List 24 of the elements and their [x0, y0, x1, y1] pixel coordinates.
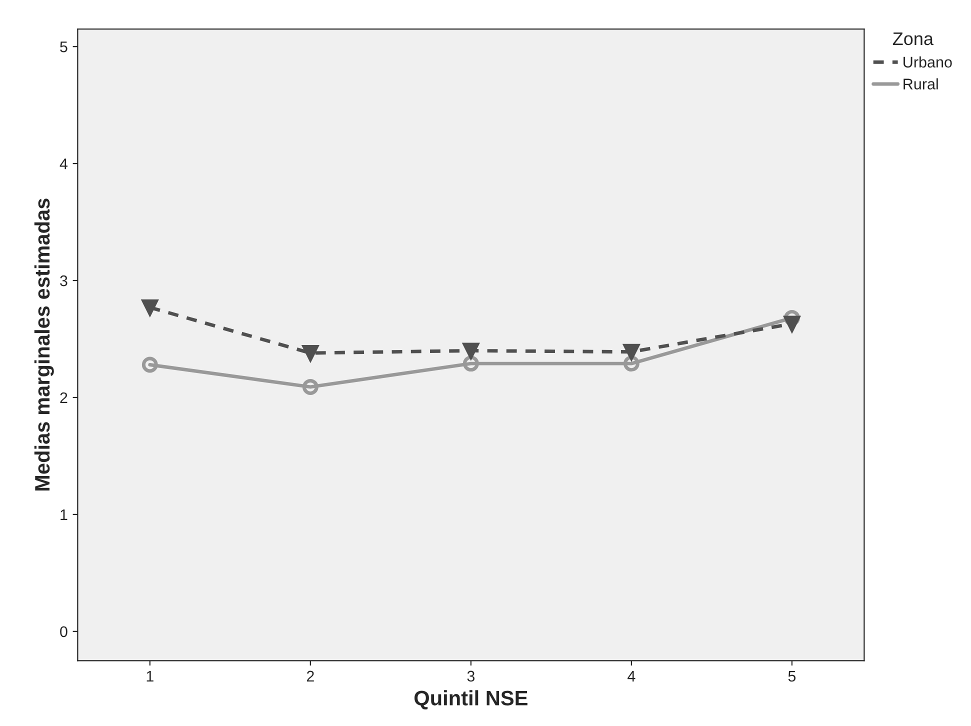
- point: [623, 344, 640, 360]
- legend-label: Urbano: [904, 56, 952, 68]
- x-tick-label: 5: [788, 670, 796, 682]
- x-tick-label: 3: [467, 670, 475, 682]
- y-tick-label: 1: [60, 509, 68, 520]
- point: [302, 378, 318, 395]
- legend-label: Rural: [904, 78, 938, 90]
- legend-title: Zona: [892, 32, 934, 46]
- y-tick-label: 2: [60, 392, 68, 404]
- point: [784, 316, 800, 332]
- x-axis-title: Quintil NSE: [414, 690, 528, 710]
- y-axis-title: Medias marginales estimadas: [34, 198, 54, 491]
- y-tick-label: 5: [60, 42, 68, 52]
- point: [302, 345, 318, 362]
- x-tick-label: 1: [146, 670, 154, 682]
- y-tick-label: 4: [60, 158, 68, 170]
- x-tick-label: 2: [306, 670, 314, 682]
- y-tick-label: 0: [60, 626, 68, 638]
- point: [462, 356, 479, 372]
- y-tick-label: 3: [60, 275, 68, 286]
- point: [142, 356, 158, 373]
- point: [623, 356, 640, 372]
- point: [462, 342, 479, 359]
- x-tick-label: 4: [628, 670, 636, 682]
